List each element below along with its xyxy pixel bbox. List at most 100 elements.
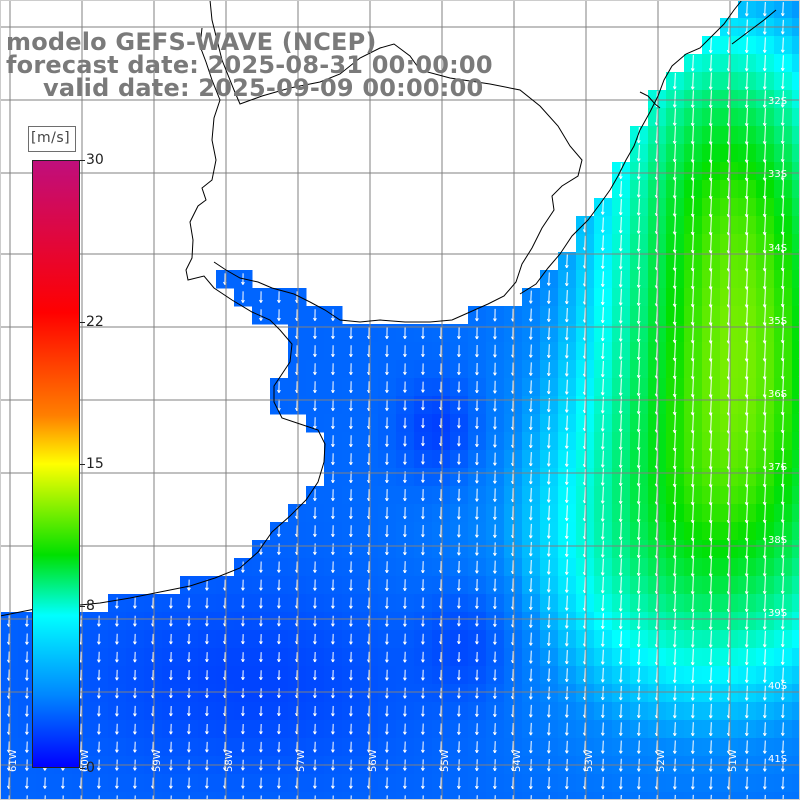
wind-arrow [475, 542, 479, 556]
wind-arrow [259, 634, 263, 645]
wind-arrow [600, 595, 605, 612]
wind-arrow [780, 740, 785, 754]
wind-arrow [493, 669, 497, 681]
wind-arrow [97, 669, 101, 681]
wind-arrow [636, 306, 641, 324]
wind-arrow [780, 2, 785, 17]
wind-arrow [672, 539, 677, 559]
wind-arrow [618, 667, 623, 683]
wind-arrow [690, 521, 695, 541]
wind-arrow [493, 506, 497, 520]
wind-arrow [636, 162, 641, 180]
wind-arrow [133, 669, 137, 681]
wind-arrow [385, 705, 389, 717]
wind-arrow [475, 687, 479, 699]
wind-arrow [708, 54, 713, 72]
wind-arrow [313, 525, 317, 537]
wind-cell [792, 792, 800, 800]
wind-arrow [636, 234, 641, 252]
wind-arrow [457, 399, 461, 411]
wind-arrow [313, 579, 317, 591]
wind-arrow [133, 651, 137, 663]
wind-arrow [636, 521, 641, 541]
wind-arrow [475, 669, 479, 681]
wind-arrow [403, 345, 407, 357]
wind-arrow [672, 703, 677, 719]
colorbar-unit-label: [m/s] [31, 130, 71, 146]
wind-arrow [133, 723, 137, 735]
wind-arrow [331, 741, 335, 753]
wind-cell [792, 180, 800, 199]
wind-arrow [313, 561, 317, 573]
wind-arrow [457, 634, 461, 645]
wind-arrow [115, 687, 119, 699]
wind-arrow [600, 217, 605, 233]
wind-arrow [277, 543, 281, 555]
wind-arrow [744, 143, 749, 163]
wind-arrow [259, 615, 263, 627]
wind-arrow [457, 705, 461, 717]
wind-arrow [385, 525, 389, 538]
wind-arrow [744, 685, 749, 701]
wind-arrow [277, 381, 281, 393]
wind-arrow [385, 417, 389, 429]
wind-arrow [708, 37, 713, 54]
wind-arrow [493, 416, 497, 430]
wind-arrow [241, 291, 245, 303]
wind-arrow [546, 577, 551, 593]
wind-arrow [421, 399, 425, 411]
wind-arrow [600, 199, 605, 215]
wind-arrow [600, 432, 605, 450]
wind-arrow [762, 594, 767, 612]
wind-arrow [744, 722, 749, 737]
wind-arrow [421, 615, 425, 627]
wind-arrow [618, 594, 623, 612]
wind-arrow [672, 90, 677, 108]
wind-cell [792, 540, 800, 559]
wind-arrow [349, 723, 353, 735]
wind-arrow [546, 272, 551, 286]
wind-arrow [618, 360, 623, 378]
wind-arrow [546, 362, 551, 377]
wind-arrow [493, 615, 497, 627]
longitude-label: 52W [656, 749, 667, 772]
wind-arrow [564, 272, 569, 287]
wind-arrow [313, 345, 317, 357]
wind-arrow [97, 687, 101, 699]
wind-arrow [672, 485, 677, 505]
wind-arrow [331, 345, 335, 357]
wind-arrow [457, 524, 461, 538]
wind-arrow [349, 525, 353, 538]
wind-arrow [600, 235, 605, 251]
wind-arrow [313, 417, 317, 429]
wind-arrow [313, 633, 317, 645]
wind-arrow [528, 722, 533, 736]
wind-arrow [618, 740, 623, 754]
wind-arrow [313, 741, 317, 753]
colorbar-tick-label: 22 [86, 314, 104, 331]
colorbar-tick-label: 8 [86, 597, 95, 614]
wind-cell [792, 774, 800, 793]
wind-arrow [313, 597, 317, 609]
wind-arrow [313, 688, 317, 699]
wind-arrow [133, 615, 137, 627]
wind-arrow [600, 686, 605, 701]
wind-arrow [528, 452, 533, 467]
wind-arrow [672, 722, 677, 737]
wind-arrow [546, 650, 551, 664]
wind-arrow [780, 37, 785, 53]
wind-arrow [403, 687, 407, 699]
wind-arrow [744, 667, 749, 683]
wind-arrow [331, 669, 335, 681]
wind-arrow [349, 363, 353, 375]
wind-arrow [403, 381, 407, 393]
wind-cell [792, 324, 800, 343]
wind-arrow [672, 144, 677, 163]
wind-arrow [475, 363, 479, 376]
wind-arrow [349, 345, 353, 357]
wind-arrow [600, 722, 605, 736]
wind-arrow [762, 576, 767, 595]
wind-arrow [277, 597, 281, 609]
wind-arrow [762, 667, 767, 683]
